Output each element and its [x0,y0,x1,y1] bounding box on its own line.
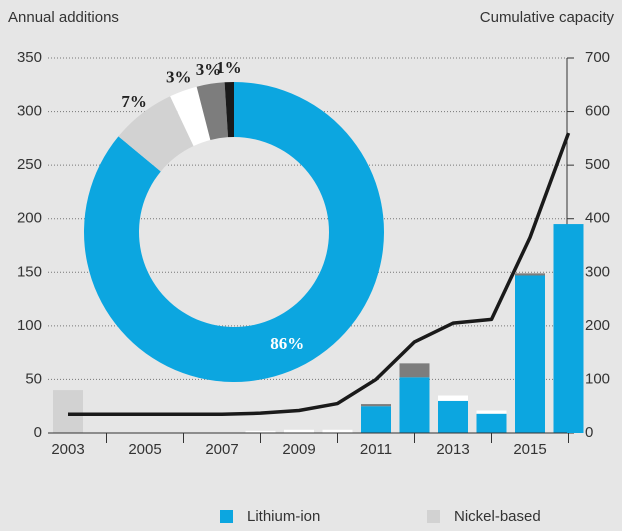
cumulative-line [68,132,571,416]
y-tick-label: 200 [17,210,42,227]
y2-tick-label: 500 [585,156,610,173]
x-tick-label: 2005 [128,441,161,458]
x-tick-label: 2009 [282,441,315,458]
bar-segment [553,224,584,433]
y2-tick-label: 100 [585,370,610,387]
y2-tick-label: 600 [585,103,610,120]
y2-axis-title: Cumulative capacity [480,9,615,26]
y-tick-label: 350 [17,49,42,66]
y2-tick-label: 700 [585,49,610,66]
legend-label: Nickel-based [454,508,541,525]
y2-tick-label: 400 [585,210,610,227]
legend-swatch [220,510,233,523]
x-tick-label: 2011 [360,441,392,458]
bar-segment [399,377,430,433]
bar-segment [53,390,83,433]
y2-tick-label: 200 [585,317,610,334]
y-tick-label: 50 [25,370,42,387]
bar-segment [399,363,430,378]
legend-label: Lithium-ion [247,508,320,525]
donut-segment [196,82,229,140]
y-tick-label: 0 [34,424,42,441]
bar-segment [284,429,314,433]
bar-segment [515,273,545,276]
bar-segment [245,430,276,433]
donut-label: 86% [270,334,304,353]
bar-segment [322,429,353,433]
x-tick-label: 2003 [51,441,84,458]
bar-segment [476,413,507,433]
y2-tick-label: 0 [585,424,593,441]
y-axis-title: Annual additions [8,9,119,26]
bar-segment [361,404,391,407]
donut-segment [224,82,234,138]
bar-segment [438,400,468,433]
x-tick-label: 2013 [436,441,469,458]
donut-label: 3% [196,60,222,79]
donut-segment [118,96,194,172]
x-tick-label: 2007 [205,441,238,458]
donut-label: 3% [166,68,192,87]
x-tick-label: 2015 [513,441,546,458]
y-tick-label: 250 [17,156,42,173]
legend-swatch [427,510,440,523]
y2-tick-label: 300 [585,263,610,280]
donut-segment [83,82,385,382]
bar-segment [438,395,468,401]
bar-segment [476,410,507,414]
y-tick-label: 150 [17,263,42,280]
bar-segment [361,406,391,433]
bar-segment [515,275,545,433]
donut-label: 1% [216,58,242,77]
donut-segment [170,86,211,147]
donut-label: 7% [121,92,147,111]
y-tick-label: 300 [17,103,42,120]
y-tick-label: 100 [17,317,42,334]
